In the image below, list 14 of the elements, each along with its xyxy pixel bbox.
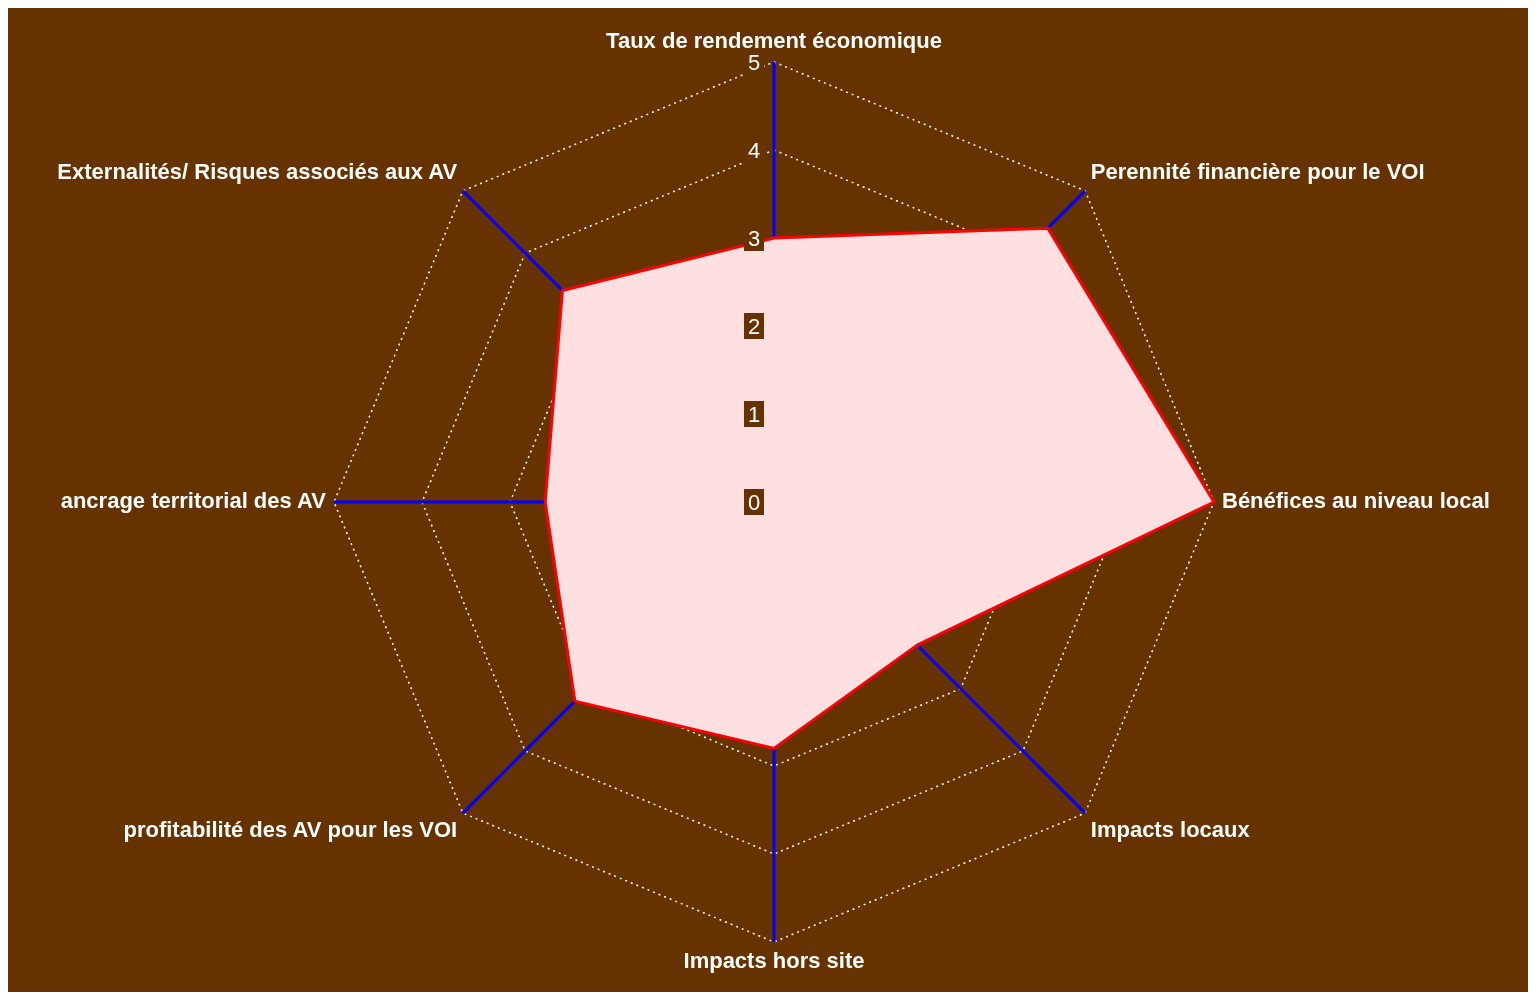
spoke-label: Bénéfices au niveau local (1222, 488, 1490, 513)
spoke-label: Impacts locaux (1090, 816, 1251, 842)
y-tick-label: 5 (747, 50, 761, 75)
spoke-label: Externalités/ Risques associés aux AV (57, 159, 458, 185)
y-tick-label: 3 (747, 226, 761, 251)
y-tick-label: 2 (747, 314, 761, 339)
spoke-label: profitabilité des AV pour les VOI (123, 816, 458, 842)
spoke-label: ancrage territorial des AV (60, 488, 327, 513)
spoke-label: Taux de rendement économique (606, 28, 942, 53)
y-tick-label: 4 (747, 138, 761, 163)
y-tick-label: 0 (747, 490, 761, 515)
spoke-label: Impacts hors site (683, 948, 865, 973)
spoke-label: Perennité financière pour le VOI (1090, 159, 1425, 185)
y-tick-label: 1 (747, 402, 761, 427)
